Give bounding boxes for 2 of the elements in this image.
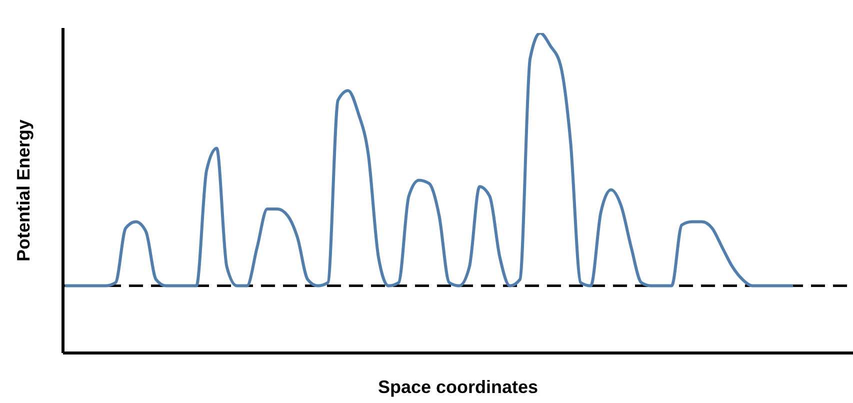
y-axis-title: Potential Energy (13, 119, 34, 262)
x-axis-title: Space coordinates (378, 377, 538, 397)
